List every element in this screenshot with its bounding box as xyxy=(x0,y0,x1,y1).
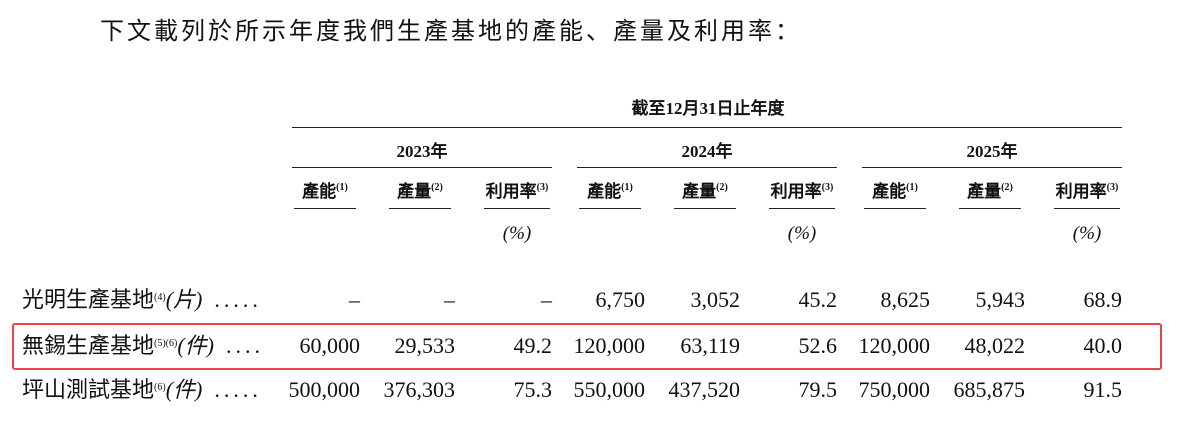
cell: – xyxy=(349,287,360,312)
footnote-ref: (2) xyxy=(1001,182,1013,193)
column-label: 產量 xyxy=(397,182,432,201)
column-header: 產能(1) xyxy=(872,182,918,201)
footnote-ref: (3) xyxy=(1106,182,1119,193)
cell: 79.5 xyxy=(798,377,838,402)
column-header: 利用率(3) xyxy=(1055,182,1119,201)
rule xyxy=(292,127,1122,128)
column-label: 產能 xyxy=(302,182,337,201)
leader: ..... xyxy=(214,287,262,312)
rule xyxy=(292,167,552,168)
cell: 120,000 xyxy=(573,333,646,358)
cell: 6,750 xyxy=(595,287,646,312)
cell: 376,303 xyxy=(383,377,456,402)
footnote-ref: (4) xyxy=(154,292,166,303)
cell: 500,000 xyxy=(288,377,361,402)
rule xyxy=(862,167,1122,168)
cell: 75.3 xyxy=(513,377,553,402)
footnote-ref: (5)(6) xyxy=(154,338,178,349)
leader: .... xyxy=(226,333,264,358)
cell: 91.5 xyxy=(1083,377,1123,402)
column-header: 產能(1) xyxy=(302,182,348,201)
column-header: 產量(2) xyxy=(682,182,728,201)
footnote-ref: (1) xyxy=(621,182,633,193)
cell: 49.2 xyxy=(513,333,553,358)
cell: 60,000 xyxy=(299,333,361,358)
rule xyxy=(389,208,451,209)
row-label: 坪山測試基地(6)(件)..... xyxy=(22,379,262,401)
year-header: 2025年 xyxy=(966,142,1018,161)
cell: 437,520 xyxy=(668,377,741,402)
unit: (件) xyxy=(165,377,203,402)
site-name: 無錫生產基地 xyxy=(22,333,155,358)
footnote-ref: (1) xyxy=(906,182,918,193)
column-label: 產量 xyxy=(967,182,1002,201)
cell: 29,533 xyxy=(394,333,456,358)
cell: 40.0 xyxy=(1083,333,1123,358)
cell: 68.9 xyxy=(1083,287,1123,312)
row-label: 光明生產基地(4)(片)..... xyxy=(22,289,262,311)
rule xyxy=(959,208,1021,209)
column-label: 產能 xyxy=(587,182,622,201)
column-label: 利用率 xyxy=(1055,182,1107,201)
cell: 3,052 xyxy=(690,287,741,312)
cell: 120,000 xyxy=(858,333,931,358)
site-name: 坪山測試基地 xyxy=(22,377,155,402)
period-header: 截至12月31日止年度 xyxy=(631,99,785,118)
cell: – xyxy=(444,287,455,312)
unit: (%) xyxy=(502,223,532,244)
year-header: 2024年 xyxy=(681,142,733,161)
rule xyxy=(1054,208,1120,209)
column-header: 利用率(3) xyxy=(770,182,834,201)
column-label: 利用率 xyxy=(485,182,537,201)
cell: 63,119 xyxy=(680,333,740,358)
highlight-box xyxy=(12,323,1162,370)
column-header: 利用率(3) xyxy=(485,182,549,201)
footnote-ref: (2) xyxy=(716,182,728,193)
year-header: 2023年 xyxy=(396,142,448,161)
footnote-ref: (6) xyxy=(154,382,166,393)
unit: (片) xyxy=(165,287,203,312)
rule xyxy=(294,208,356,209)
cell: 52.6 xyxy=(798,333,838,358)
leader: ..... xyxy=(214,377,262,402)
site-name: 光明生產基地 xyxy=(22,287,155,312)
cell: 750,000 xyxy=(858,377,931,402)
rule xyxy=(674,208,736,209)
cell: 48,022 xyxy=(964,333,1026,358)
rule xyxy=(577,167,837,168)
column-label: 產量 xyxy=(682,182,717,201)
footnote-ref: (2) xyxy=(431,182,443,193)
rule xyxy=(864,208,926,209)
footnote-ref: (3) xyxy=(821,182,834,193)
cell: 45.2 xyxy=(798,287,838,312)
column-label: 產能 xyxy=(872,182,907,201)
rule xyxy=(579,208,641,209)
cell: – xyxy=(541,287,552,312)
row-label: 無錫生產基地(5)(6)(件).... xyxy=(22,335,264,357)
footnote-ref: (3) xyxy=(536,182,549,193)
unit: (件) xyxy=(177,333,214,358)
column-label: 利用率 xyxy=(770,182,822,201)
cell: 550,000 xyxy=(573,377,646,402)
unit: (%) xyxy=(1072,223,1102,244)
unit: (%) xyxy=(787,223,817,244)
rule xyxy=(769,208,835,209)
cell: 5,943 xyxy=(975,287,1026,312)
rule xyxy=(484,208,550,209)
cell: 685,875 xyxy=(953,377,1026,402)
cell: 8,625 xyxy=(880,287,931,312)
footnote-ref: (1) xyxy=(336,182,348,193)
column-header: 產量(2) xyxy=(397,182,443,201)
column-header: 產能(1) xyxy=(587,182,633,201)
column-header: 產量(2) xyxy=(967,182,1013,201)
intro: 下文載列於所示年度我們生產基地的產能、產量及利用率： xyxy=(100,19,802,45)
